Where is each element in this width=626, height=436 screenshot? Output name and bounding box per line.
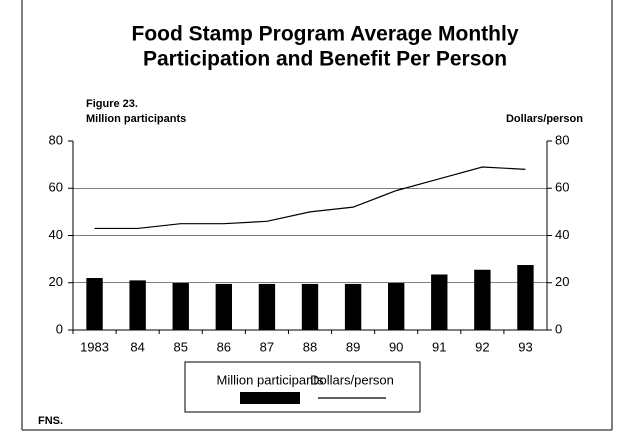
bar bbox=[474, 269, 491, 330]
x-tick-label: 84 bbox=[130, 339, 144, 354]
bar bbox=[387, 282, 405, 330]
bar bbox=[517, 265, 534, 330]
x-tick-label: 87 bbox=[260, 339, 274, 354]
bar bbox=[258, 283, 276, 330]
bar bbox=[129, 280, 146, 330]
legend-box bbox=[184, 361, 421, 413]
y2-tick-label: 20 bbox=[555, 274, 569, 289]
line bbox=[94, 166, 526, 230]
y2-tick-label: 80 bbox=[555, 132, 569, 147]
x-tick-label: 91 bbox=[432, 339, 446, 354]
y2-tick-label: 40 bbox=[555, 227, 569, 242]
legend-label: Million participants bbox=[217, 372, 324, 387]
y-tick-label: 60 bbox=[49, 180, 63, 195]
y2-tick-label: 0 bbox=[555, 321, 562, 336]
y-tick-label: 80 bbox=[49, 132, 63, 147]
y2-tick-label: 60 bbox=[555, 180, 569, 195]
figure-label: Figure 23. bbox=[86, 98, 138, 110]
x-tick-label: 88 bbox=[303, 339, 317, 354]
bar bbox=[86, 278, 103, 330]
chart-title: Participation and Benefit Per Person bbox=[143, 48, 507, 71]
y2-axis-label: Dollars/person bbox=[506, 113, 583, 125]
y-tick-label: 20 bbox=[49, 274, 63, 289]
y-tick-label: 40 bbox=[49, 227, 63, 242]
bar bbox=[172, 282, 189, 330]
x-tick-label: 86 bbox=[217, 339, 231, 354]
bar bbox=[344, 283, 362, 330]
legend-swatch bbox=[240, 392, 300, 404]
x-tick-label: 90 bbox=[389, 339, 403, 354]
x-tick-label: 92 bbox=[475, 339, 489, 354]
bar bbox=[301, 283, 319, 330]
x-tick-label: 1983 bbox=[80, 339, 109, 354]
x-tick-label: 93 bbox=[518, 339, 532, 354]
legend-label: Dollars/person bbox=[310, 372, 394, 387]
bar bbox=[215, 283, 233, 330]
x-tick-label: 85 bbox=[173, 339, 187, 354]
y-axis-label: Million participants bbox=[86, 113, 186, 125]
bar bbox=[431, 274, 448, 330]
x-tick-label: 89 bbox=[346, 339, 360, 354]
source: FNS. bbox=[38, 415, 63, 427]
chart-title: Food Stamp Program Average Monthly bbox=[132, 23, 519, 46]
y-tick-label: 0 bbox=[56, 321, 63, 336]
